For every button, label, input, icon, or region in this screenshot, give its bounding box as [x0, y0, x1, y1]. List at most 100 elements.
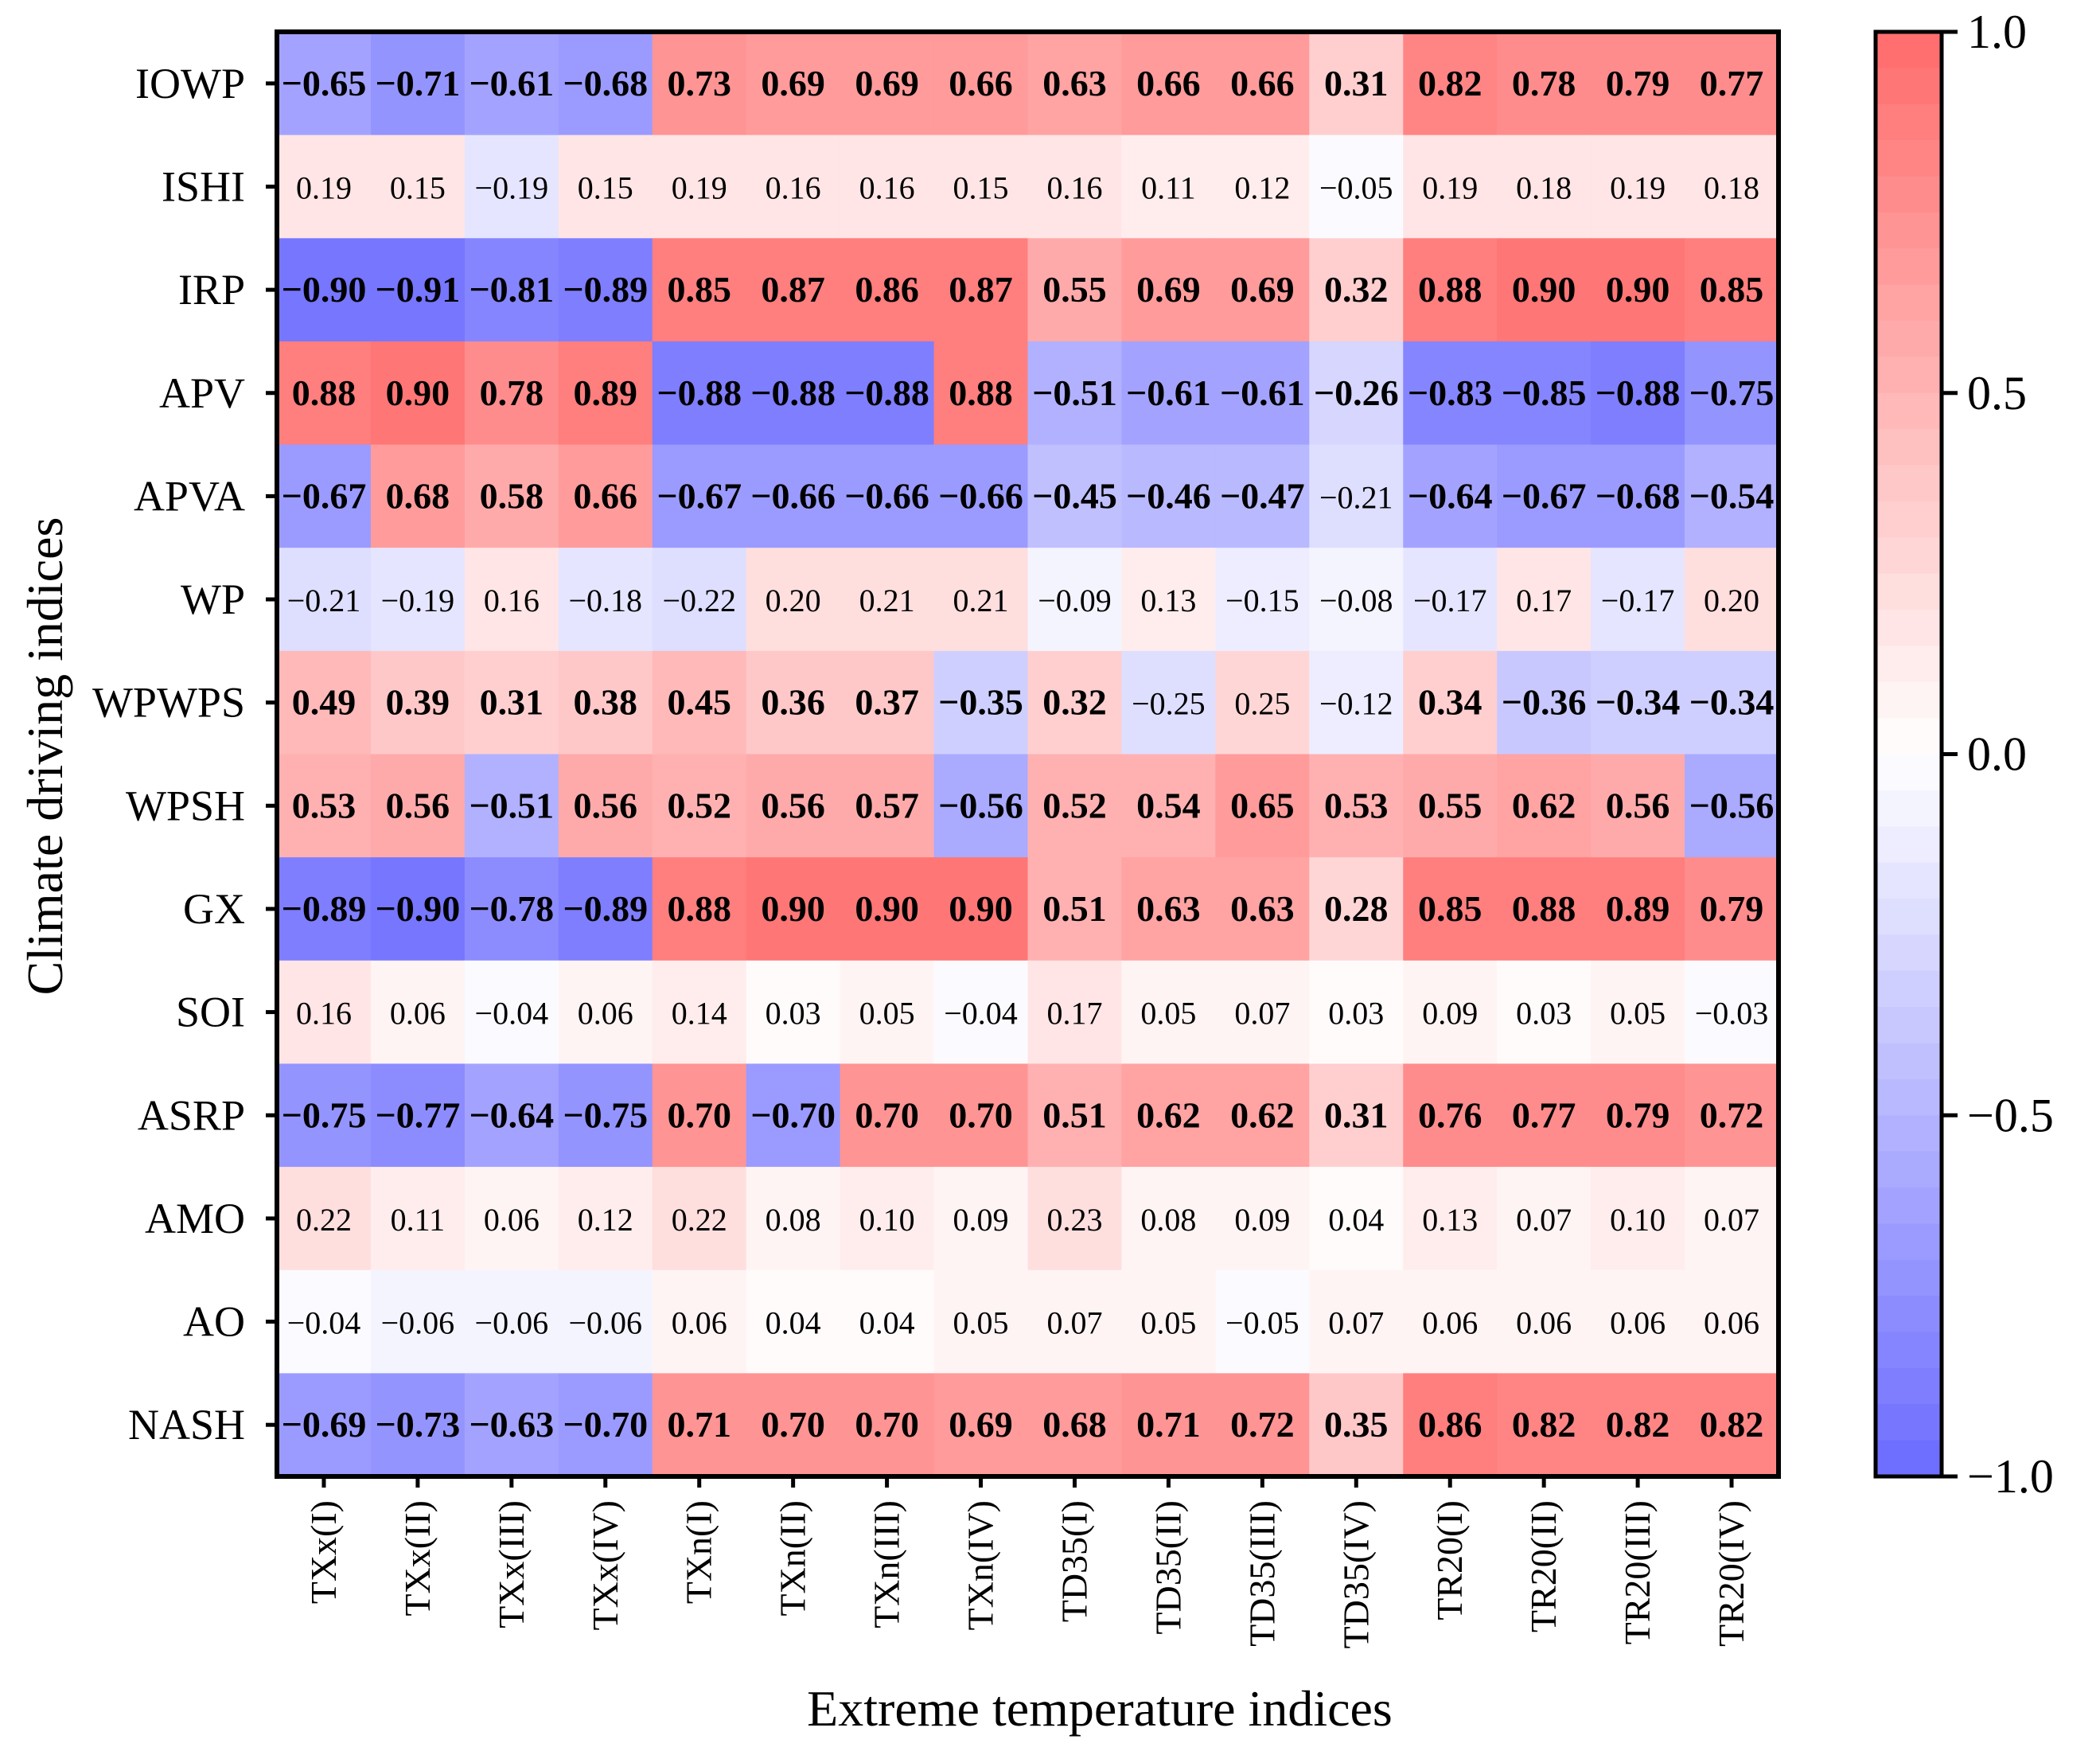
colorbar-segment: [1876, 357, 1942, 394]
heatmap-cell-WP-TR20(II): [1497, 548, 1592, 652]
cell-value-SOI-TXx(IV): 0.06: [578, 996, 633, 1032]
cell-value-ISHI-TXn(II): 0.16: [766, 170, 821, 205]
cell-value-APVA-TR20(III): −0.68: [1595, 475, 1681, 516]
cell-value-ISHI-TXx(II): 0.15: [390, 170, 446, 205]
y-tick-label-GX: GX: [183, 885, 245, 933]
y-tick-label-WP: WP: [181, 575, 245, 623]
heatmap-cell-AMO-TD35(II): [1121, 1167, 1216, 1271]
cell-value-APV-TXn(I): −0.88: [656, 372, 742, 413]
cell-value-APVA-TR20(II): −0.67: [1502, 475, 1587, 516]
heatmap-cell-WP-TXn(IV): [933, 548, 1029, 652]
heatmap-cell-WP-TR20(III): [1591, 548, 1685, 652]
colorbar-segment: [1876, 537, 1942, 575]
heatmap-cell-APVA-TXx(I): [277, 444, 372, 548]
y-axis-title: Climate driving indices: [17, 517, 73, 996]
cell-value-NASH-TR20(III): 0.82: [1606, 1404, 1670, 1445]
heatmap-cell-SOI-TXx(I): [277, 960, 372, 1065]
heatmap-cell-WPSH-TXn(II): [746, 754, 841, 858]
cell-value-NASH-TR20(IV): 0.82: [1700, 1404, 1764, 1445]
cell-value-WP-TD35(II): 0.13: [1140, 583, 1196, 618]
cell-value-ISHI-TXx(I): 0.19: [296, 170, 352, 205]
x-axis-ticks: TXx(I) TXx(II) TXx(III) TXx(IV) TXn(I) TXn(II…: [303, 1476, 1751, 1649]
heatmap-cell-NASH-TXn(I): [652, 1373, 747, 1477]
cell-value-SOI-TXn(IV): −0.04: [944, 996, 1018, 1032]
heatmap-cell-AMO-TXx(III): [464, 1167, 559, 1271]
heatmap-cell-WPWPS-TXn(III): [840, 650, 935, 755]
cell-value-APV-TXx(IV): 0.89: [574, 372, 638, 413]
heatmap-cell-APV-TXx(II): [370, 341, 466, 446]
heatmap-cell-SOI-TXx(III): [464, 960, 559, 1065]
heatmap-cell-IRP-TXn(IV): [933, 238, 1029, 342]
cell-value-AMO-TXn(I): 0.22: [672, 1202, 727, 1238]
heatmap-cell-WPSH-TXn(I): [652, 754, 747, 858]
colorbar-segment: [1876, 1332, 1942, 1369]
cell-value-IRP-TXx(I): −0.90: [282, 269, 367, 310]
heatmap-cell-IOWP-TR20(III): [1591, 32, 1685, 136]
cell-value-WPSH-TXn(II): 0.56: [761, 785, 825, 825]
heatmap-cell-WPWPS-TXx(I): [277, 650, 372, 755]
cell-value-NASH-TD35(IV): 0.35: [1324, 1404, 1389, 1445]
heatmap-cell-AMO-TD35(IV): [1309, 1167, 1404, 1271]
heatmap-cell-APVA-TXn(II): [746, 444, 841, 548]
heatmap-cell-IRP-TXn(III): [840, 238, 935, 342]
cell-value-APVA-TXn(II): −0.66: [750, 475, 836, 516]
cell-value-ISHI-TXx(IV): 0.15: [578, 170, 633, 205]
cell-value-SOI-TD35(IV): 0.03: [1328, 996, 1384, 1032]
heatmap-cell-IOWP-TXn(IV): [933, 32, 1029, 136]
cell-value-APVA-TXn(III): −0.66: [844, 475, 929, 516]
cell-value-ASRP-TR20(II): 0.77: [1512, 1094, 1576, 1135]
cell-value-IRP-TXx(II): −0.91: [376, 269, 461, 310]
cell-value-AO-TXn(II): 0.04: [766, 1305, 821, 1341]
heatmap-cell-ISHI-TR20(III): [1591, 135, 1685, 239]
cell-value-AMO-TR20(II): 0.07: [1516, 1202, 1572, 1238]
cell-value-WPSH-TD35(I): 0.52: [1042, 785, 1107, 825]
cell-value-WPSH-TR20(III): 0.56: [1606, 785, 1670, 825]
cell-value-IOWP-TD35(I): 0.63: [1042, 63, 1107, 103]
cell-value-IRP-TD35(III): 0.69: [1230, 269, 1295, 310]
cell-value-NASH-TXx(I): −0.69: [282, 1404, 367, 1445]
cell-value-WP-TXn(II): 0.20: [766, 583, 821, 618]
cell-value-ASRP-TR20(III): 0.79: [1606, 1094, 1670, 1135]
cell-value-ASRP-TD35(IV): 0.31: [1324, 1094, 1389, 1135]
heatmap-cell-ISHI-TD35(I): [1027, 135, 1123, 239]
colorbar-segment: [1876, 754, 1942, 791]
cell-value-ASRP-TXn(IV): 0.70: [949, 1094, 1013, 1135]
cell-value-WP-TD35(III): −0.15: [1225, 583, 1299, 618]
heatmap-cell-ASRP-TR20(III): [1591, 1063, 1685, 1168]
cell-value-SOI-TXx(I): 0.16: [296, 996, 352, 1032]
heatmap-cell-APVA-TXx(III): [464, 444, 559, 548]
cell-value-WPWPS-TXn(II): 0.36: [761, 682, 825, 723]
cell-value-AMO-TD35(I): 0.23: [1046, 1202, 1102, 1238]
colorbar-segment: [1876, 934, 1942, 972]
x-tick-label-TXn(IV): TXn(IV): [960, 1500, 1001, 1631]
y-tick-label-WPSH: WPSH: [126, 782, 245, 829]
cell-value-ISHI-TR20(I): 0.19: [1422, 170, 1478, 205]
heatmap-cell-WPWPS-TD35(I): [1027, 650, 1123, 755]
cell-value-WP-TR20(III): −0.17: [1601, 583, 1675, 618]
cell-value-NASH-TR20(II): 0.82: [1512, 1404, 1576, 1445]
heatmap-cell-AO-TD35(IV): [1309, 1269, 1404, 1374]
cell-value-WPSH-TXx(III): −0.51: [469, 785, 554, 825]
x-tick-label-TXn(II): TXn(II): [773, 1500, 813, 1617]
heatmap-cell-AO-TXn(III): [840, 1269, 935, 1374]
heatmap-cell-GX-TD35(IV): [1309, 857, 1404, 961]
heatmap-cell-GX-TR20(III): [1591, 857, 1685, 961]
cell-value-IRP-TR20(I): 0.88: [1418, 269, 1482, 310]
cell-value-ISHI-TD35(II): 0.11: [1141, 170, 1196, 205]
cell-value-APVA-TXx(II): 0.68: [386, 475, 450, 516]
cell-value-IOWP-TXx(I): −0.65: [282, 63, 367, 103]
heatmap-cell-ISHI-TXx(III): [464, 135, 559, 239]
colorbar-segment: [1876, 610, 1942, 646]
heatmap-cell-AMO-TXn(II): [746, 1167, 841, 1271]
heatmap-cell-IRP-TXn(II): [746, 238, 841, 342]
heatmap-cell-IRP-TXx(II): [370, 238, 466, 342]
heatmap-cell-APV-TD35(III): [1215, 341, 1310, 446]
heatmap-cell-AO-TXx(II): [370, 1269, 466, 1374]
heatmap-cell-AMO-TXx(IV): [558, 1167, 653, 1271]
heatmap-cell-NASH-TXn(IV): [933, 1373, 1029, 1477]
heatmap-cell-AMO-TD35(I): [1027, 1167, 1123, 1271]
cell-value-APV-TR20(II): −0.85: [1502, 372, 1587, 413]
colorbar-segment: [1876, 284, 1942, 322]
heatmap-cell-APV-TD35(II): [1121, 341, 1216, 446]
